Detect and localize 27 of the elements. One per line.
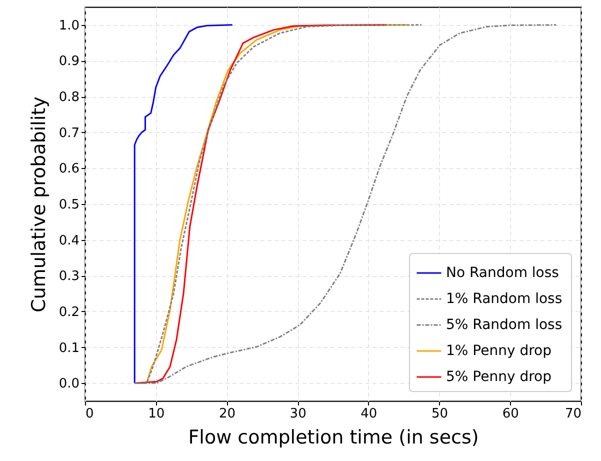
- x-tick-label: 30: [290, 406, 306, 422]
- y-tick-label: 0.8: [58, 90, 80, 106]
- legend-label: 1% Penny drop: [446, 343, 552, 359]
- line-series: [134, 24, 234, 384]
- legend-label: 1% Random loss: [446, 291, 562, 307]
- x-tick-label: 70: [564, 406, 582, 422]
- legend-label: No Random loss: [446, 265, 559, 281]
- y-tick-label: 0.3: [58, 269, 80, 284]
- y-tick-label: 0.5: [58, 198, 80, 212]
- x-tick-label: 20: [218, 406, 236, 422]
- x-axis-title: Flow completion time (in secs): [188, 426, 479, 448]
- y-tick-label: 1.0: [58, 18, 80, 34]
- x-tick-label: 10: [148, 406, 165, 422]
- x-tick-label: 40: [360, 406, 378, 422]
- legend-label: 5% Random loss: [446, 317, 562, 333]
- y-tick-label: 0.4: [58, 233, 80, 248]
- y-tick-label: 0.1: [58, 340, 80, 356]
- x-tick-label: 60: [502, 406, 519, 422]
- y-tick-label: 0.9: [58, 54, 80, 70]
- legend-label: 5% Penny drop: [446, 369, 552, 385]
- y-tick-label: 0.2: [58, 304, 80, 320]
- y-tick-label: 0.7: [58, 126, 80, 141]
- x-tick-label: 0: [86, 406, 94, 422]
- y-axis-title: Cumulative probability: [28, 96, 50, 312]
- x-tick-label: 50: [432, 406, 448, 422]
- y-tick-label: 0.0: [58, 376, 80, 392]
- y-tick-label: 0.6: [58, 162, 80, 177]
